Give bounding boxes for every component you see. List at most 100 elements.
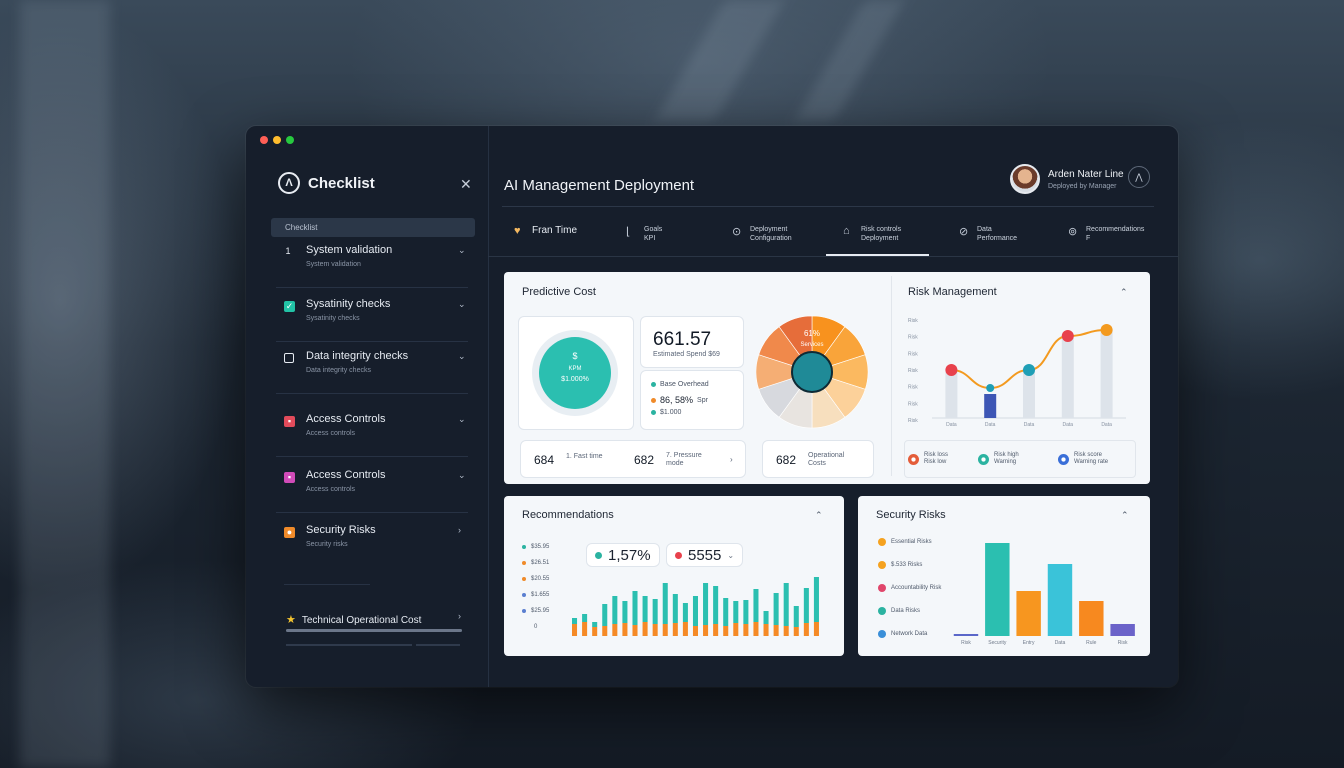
recommend-bar-top[interactable] xyxy=(602,604,608,626)
chevron-up-icon[interactable]: ⌃ xyxy=(815,510,823,520)
sidebar-item-bottom[interactable]: ★ Technical Operational Cost › xyxy=(286,610,461,628)
recommend-bar-bottom[interactable] xyxy=(682,622,688,636)
recommend-bar-top[interactable] xyxy=(743,600,749,624)
recommend-bar-bottom[interactable] xyxy=(652,624,658,636)
risk-point[interactable] xyxy=(1023,364,1035,376)
sidebar-search-bar[interactable]: Checklist xyxy=(271,218,475,237)
security-bar[interactable] xyxy=(1110,624,1135,636)
recommend-bar-top[interactable] xyxy=(733,601,739,623)
chevron-up-icon[interactable]: ⌃ xyxy=(1121,510,1129,520)
recommend-bar-bottom[interactable] xyxy=(602,626,608,636)
sidebar-item-4[interactable]: ▪ Access Controls Access controls ⌄ xyxy=(274,413,474,457)
risk-y-tick: Risk xyxy=(908,418,918,424)
recommend-bar-bottom[interactable] xyxy=(582,622,588,636)
recommend-bar-top[interactable] xyxy=(783,583,789,626)
user-menu-icon[interactable]: ⋀ xyxy=(1128,166,1150,188)
chevron-down-icon: ⌄ xyxy=(458,470,466,480)
recommend-bar-top[interactable] xyxy=(703,583,709,625)
recommend-bar-bottom[interactable] xyxy=(773,625,779,636)
recommend-bar-bottom[interactable] xyxy=(672,623,678,636)
recommend-bar-top[interactable] xyxy=(713,586,719,624)
avatar[interactable] xyxy=(1010,164,1040,194)
recommend-bar-bottom[interactable] xyxy=(733,623,739,636)
recommend-bar-top[interactable] xyxy=(572,618,578,624)
security-bar[interactable] xyxy=(1016,591,1041,636)
recommend-bar-top[interactable] xyxy=(592,622,598,627)
sidebar-item-label: Technical Operational Cost xyxy=(301,615,422,626)
recommend-bar-top[interactable] xyxy=(763,611,769,624)
recommend-bar-bottom[interactable] xyxy=(743,624,749,636)
user-profile[interactable]: Arden Nater Line Deployed by Manager xyxy=(1010,164,1124,194)
recommend-bar-bottom[interactable] xyxy=(723,626,729,636)
chevron-down-icon: ⌄ xyxy=(458,351,466,361)
recommend-bar-bottom[interactable] xyxy=(803,623,809,636)
recommend-bar-bottom[interactable] xyxy=(622,623,628,636)
recommend-bar-top[interactable] xyxy=(682,603,688,622)
maximize-window-button[interactable] xyxy=(286,136,294,144)
recommend-bar-bottom[interactable] xyxy=(612,624,618,636)
recommend-bar-bottom[interactable] xyxy=(572,624,578,636)
security-bar[interactable] xyxy=(953,634,979,636)
recommend-bar-top[interactable] xyxy=(773,593,779,625)
recommend-bar-top[interactable] xyxy=(793,606,799,627)
recommend-bar-bottom[interactable] xyxy=(662,624,668,636)
kpi-subtitle: Estimated Spend $69 xyxy=(653,351,720,358)
risk-point[interactable] xyxy=(1100,324,1113,336)
risk-bar[interactable] xyxy=(984,394,997,418)
security-bar[interactable] xyxy=(1079,601,1104,636)
recommend-bar-top[interactable] xyxy=(813,577,819,622)
sidebar-item-6[interactable]: ● Security Risks Security risks › xyxy=(274,524,474,568)
recommend-bar-bottom[interactable] xyxy=(703,625,709,636)
sidebar-item-1[interactable]: 1 System validation System validation ⌄ xyxy=(274,244,474,288)
risk-bar[interactable] xyxy=(1100,330,1113,418)
recommend-bar-top[interactable] xyxy=(652,599,658,624)
recommend-bar-bottom[interactable] xyxy=(592,627,598,636)
recommend-pill-1[interactable]: 1,57% xyxy=(586,543,660,567)
recommend-bar-bottom[interactable] xyxy=(632,625,638,636)
chevron-right-icon[interactable]: › xyxy=(730,455,733,464)
security-bar[interactable] xyxy=(1047,564,1073,636)
risk-bar[interactable] xyxy=(1061,338,1074,418)
heart-icon: ♥ xyxy=(514,225,521,237)
close-icon[interactable]: ✕ xyxy=(460,176,472,192)
sidebar-item-5[interactable]: ▪ Access Controls Access controls ⌄ xyxy=(274,469,474,513)
recommend-bar-top[interactable] xyxy=(642,596,648,622)
security-bar[interactable] xyxy=(985,543,1010,636)
star-icon: ★ xyxy=(286,614,296,626)
recommend-bar-top[interactable] xyxy=(803,588,809,623)
recommend-bar-bottom[interactable] xyxy=(692,626,698,636)
recommend-bar-bottom[interactable] xyxy=(642,622,648,636)
security-x-tick: Rule xyxy=(1086,640,1097,646)
divider xyxy=(276,512,468,513)
recommend-bar-top[interactable] xyxy=(582,614,588,622)
risk-x-tick: Data xyxy=(1101,422,1112,428)
risk-bar[interactable] xyxy=(945,370,958,418)
recommend-bar-top[interactable] xyxy=(723,598,729,626)
recommend-bar-top[interactable] xyxy=(612,596,618,624)
recommend-bar-top[interactable] xyxy=(632,591,638,625)
sidebar-item-2[interactable]: ✓ Sysatinity checks Sysatinity checks ⌄ xyxy=(274,298,474,342)
minimize-window-button[interactable] xyxy=(273,136,281,144)
recommend-bar-bottom[interactable] xyxy=(813,622,819,636)
tab-label: Recommendations F xyxy=(1086,226,1145,242)
sidebar-item-3[interactable]: Data integrity checks Data integrity chec… xyxy=(274,350,474,394)
recommend-bar-top[interactable] xyxy=(672,594,678,623)
risk-point[interactable] xyxy=(1061,330,1074,342)
recommend-bar-bottom[interactable] xyxy=(763,624,769,636)
close-window-button[interactable] xyxy=(260,136,268,144)
risk-bar[interactable] xyxy=(1023,370,1035,418)
recommend-bar-bottom[interactable] xyxy=(783,626,789,636)
chevron-up-icon[interactable]: ⌃ xyxy=(1120,287,1128,297)
chevron-down-icon: ⌄ xyxy=(458,245,466,255)
recommend-bar-top[interactable] xyxy=(662,583,668,624)
recommend-bar-bottom[interactable] xyxy=(793,627,799,636)
recommend-bar-top[interactable] xyxy=(622,601,628,623)
risk-point[interactable] xyxy=(986,384,995,392)
recommend-pill-2[interactable]: 5555 ⌄ xyxy=(666,543,744,567)
recommend-bar-bottom[interactable] xyxy=(713,624,719,636)
recommend-bar-top[interactable] xyxy=(753,589,759,622)
recommend-bar-top[interactable] xyxy=(692,596,698,626)
divider xyxy=(276,287,468,288)
recommend-bar-bottom[interactable] xyxy=(753,622,759,636)
risk-point[interactable] xyxy=(945,364,958,376)
